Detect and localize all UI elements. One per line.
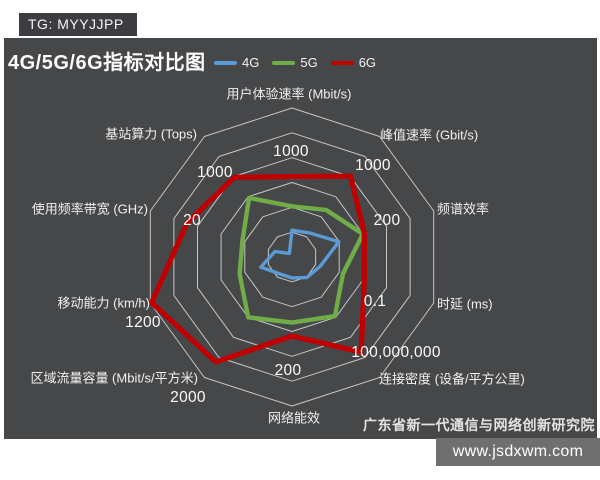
axis-max-label-2: 200 xyxy=(373,212,401,229)
legend-label-4g: 4G xyxy=(242,55,260,70)
axis-label-9: 基站算力 (Tops) xyxy=(105,126,197,142)
website-badge: www.jsdxwm.com xyxy=(436,438,600,466)
axis-max-label-1: 1000 xyxy=(355,157,391,174)
axis-label-5: 网络能效 xyxy=(267,410,321,426)
legend-swatch-5g-icon xyxy=(272,60,296,65)
grid-ring-2 xyxy=(244,206,340,308)
grid-ring-4 xyxy=(197,157,387,357)
axis-label-8: 使用频率带宽 (GHz) xyxy=(31,201,148,217)
axis-max-label-6: 2000 xyxy=(170,389,206,406)
website-url: www.jsdxwm.com xyxy=(452,443,584,460)
axis-label-2: 频谱效率 xyxy=(437,201,490,217)
grid-ring-5 xyxy=(173,132,411,382)
legend-swatch-4g-icon xyxy=(214,60,237,65)
series-5g-polygon xyxy=(237,195,366,325)
legend-item-4g: 4G xyxy=(214,55,259,70)
tg-badge: TG: MYYJJPP xyxy=(19,13,137,36)
chart-legend: 4G 5G 6G xyxy=(214,55,376,70)
grid-ring-6 xyxy=(149,107,435,407)
legend-label-5g: 5G xyxy=(300,55,318,70)
axis-max-label-0: 1000 xyxy=(273,143,309,160)
grid-ring-1 xyxy=(267,231,317,283)
axis-label-4: 连接密度 (设备/平方公里) xyxy=(379,371,525,387)
axis-max-label-4: 100,000,000 xyxy=(351,344,441,361)
legend-label-6g: 6G xyxy=(358,55,377,70)
axis-label-1: 峰值速率 (Gbit/s) xyxy=(380,127,479,143)
tg-badge-text: TG: MYYJJPP xyxy=(28,16,124,32)
grid-ring-3 xyxy=(220,182,364,332)
axis-max-label-3: 0.1 xyxy=(363,293,387,310)
axis-label-6: 区域流量容量 (Mbit/s/平方米) xyxy=(30,370,198,386)
axis-max-label-8: 20 xyxy=(183,212,201,229)
series-6g-polygon xyxy=(149,173,367,365)
legend-item-6g: 6G xyxy=(330,55,377,70)
legend-swatch-6g-icon xyxy=(330,60,354,65)
axis-max-label-9: 1000 xyxy=(197,164,233,181)
axis-label-3: 时延 (ms) xyxy=(437,296,493,312)
axis-max-label-7: 1200 xyxy=(125,314,161,331)
chart-title: 4G/5G/6G指标对比图 xyxy=(8,52,206,74)
axis-label-7: 移动能力 (km/h) xyxy=(57,295,150,311)
chart-background xyxy=(4,38,597,439)
series-4g-polygon xyxy=(259,228,341,280)
legend-item-5g: 5G xyxy=(272,55,318,70)
watermark-text: 广东省新一代通信与网络创新研究院 xyxy=(363,417,595,433)
axis-max-label-5: 200 xyxy=(274,362,302,379)
axis-label-0: 用户体验速率 (Mbit/s) xyxy=(226,86,352,102)
